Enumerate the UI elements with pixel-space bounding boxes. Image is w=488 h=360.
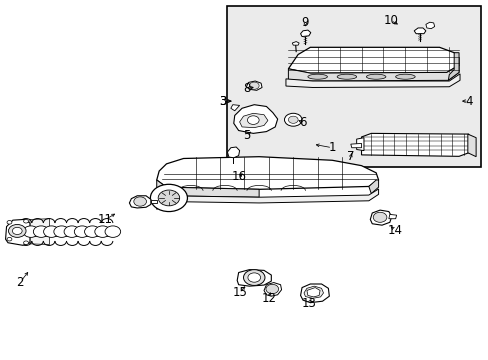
Bar [227, 6, 480, 167]
Polygon shape [288, 65, 458, 81]
Circle shape [134, 197, 146, 206]
Ellipse shape [366, 74, 385, 79]
Polygon shape [157, 189, 378, 210]
Text: 6: 6 [299, 116, 306, 129]
Circle shape [288, 116, 298, 123]
Text: 11: 11 [98, 213, 113, 226]
Polygon shape [300, 30, 310, 37]
Polygon shape [356, 138, 363, 150]
Circle shape [284, 113, 302, 126]
Text: 9: 9 [301, 16, 308, 29]
Polygon shape [227, 147, 239, 158]
Polygon shape [129, 196, 151, 208]
Polygon shape [304, 286, 323, 298]
Polygon shape [246, 81, 262, 90]
Polygon shape [388, 215, 396, 219]
Text: 4: 4 [464, 95, 471, 108]
Text: 2: 2 [17, 276, 24, 289]
Circle shape [95, 226, 110, 237]
Circle shape [247, 273, 260, 282]
Polygon shape [425, 22, 434, 29]
Circle shape [7, 221, 12, 224]
Text: 10: 10 [383, 14, 397, 27]
Polygon shape [288, 47, 458, 73]
Text: 13: 13 [301, 297, 316, 310]
Circle shape [105, 226, 121, 237]
Ellipse shape [336, 74, 356, 79]
Text: 5: 5 [242, 129, 250, 142]
Circle shape [84, 226, 100, 237]
Polygon shape [285, 74, 459, 87]
Ellipse shape [307, 74, 327, 79]
Polygon shape [239, 113, 267, 128]
Polygon shape [30, 219, 49, 244]
Polygon shape [237, 270, 271, 286]
Text: 1: 1 [328, 141, 335, 154]
Circle shape [74, 226, 90, 237]
Circle shape [12, 227, 22, 234]
Circle shape [158, 190, 179, 206]
Polygon shape [230, 105, 239, 111]
Polygon shape [300, 284, 329, 303]
Text: 3: 3 [219, 95, 226, 108]
Polygon shape [350, 143, 361, 148]
Circle shape [64, 226, 80, 237]
Circle shape [43, 226, 59, 237]
Circle shape [23, 220, 28, 223]
Polygon shape [413, 28, 425, 34]
Ellipse shape [395, 74, 414, 79]
Text: 15: 15 [232, 287, 246, 300]
Polygon shape [233, 105, 277, 134]
Polygon shape [361, 134, 468, 156]
Polygon shape [368, 180, 378, 194]
Polygon shape [292, 41, 299, 45]
Polygon shape [369, 210, 391, 225]
Polygon shape [157, 180, 259, 205]
Circle shape [249, 82, 259, 89]
Circle shape [33, 226, 49, 237]
Text: 3: 3 [219, 95, 226, 108]
Circle shape [7, 237, 12, 241]
Circle shape [243, 270, 264, 285]
Text: 14: 14 [387, 224, 402, 237]
Circle shape [265, 284, 278, 294]
Circle shape [23, 226, 39, 237]
Circle shape [54, 226, 69, 237]
Circle shape [8, 225, 26, 237]
Polygon shape [306, 288, 320, 297]
Polygon shape [5, 220, 30, 245]
Text: 16: 16 [232, 170, 246, 183]
Text: 12: 12 [261, 292, 276, 305]
Circle shape [372, 212, 386, 222]
Text: 8: 8 [243, 82, 251, 95]
Polygon shape [467, 134, 475, 157]
Circle shape [150, 184, 187, 212]
Polygon shape [447, 53, 458, 80]
Polygon shape [264, 283, 281, 296]
Circle shape [247, 116, 259, 125]
Polygon shape [151, 200, 157, 203]
Polygon shape [157, 157, 378, 189]
Text: 7: 7 [346, 150, 354, 163]
Circle shape [23, 241, 28, 244]
